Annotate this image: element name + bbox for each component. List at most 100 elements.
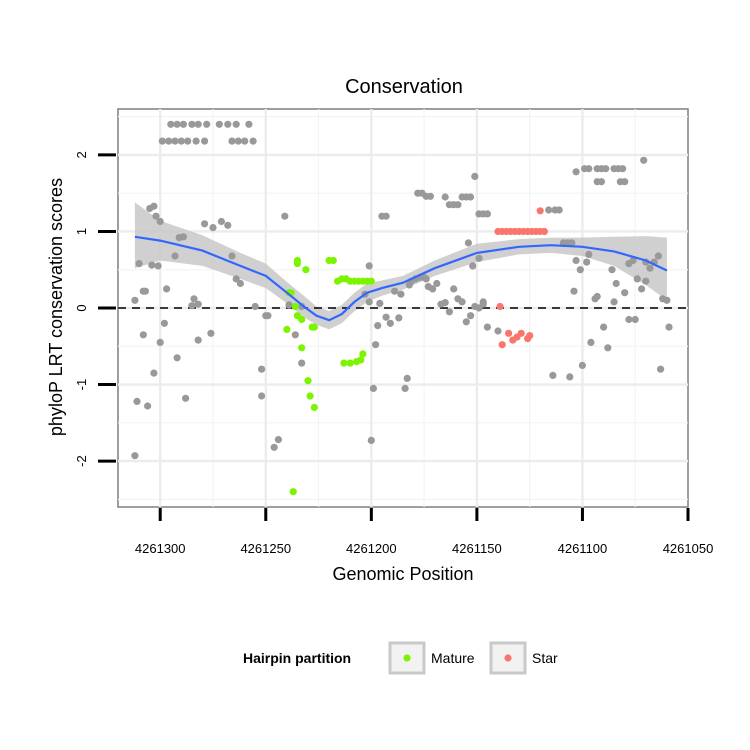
point-other [258,365,266,373]
legend-label-mature: Mature [431,650,475,666]
point-other [139,331,147,339]
smooth-line-layer [134,235,668,322]
point-other [232,275,240,283]
point-other [578,361,587,369]
point-other [173,354,181,362]
point-other [224,221,232,229]
point-other [479,300,487,308]
point-mature [367,277,375,285]
point-other [236,279,244,288]
point-other [158,137,166,145]
point-other [549,371,557,379]
point-other [397,290,405,298]
point-other [369,384,377,392]
point-other [426,192,434,200]
point-other [587,338,595,346]
point-other [234,137,242,145]
point-other [177,137,185,145]
legend-key-mature-dot [403,654,411,662]
point-other [462,318,470,326]
point-other [585,165,593,173]
point-star [536,207,544,215]
x-tick-label: 4261300 [135,541,186,556]
point-other [274,436,282,444]
point-other [228,252,236,260]
point-mature [293,256,301,265]
point-other [631,315,639,324]
point-other [382,212,390,220]
point-other [467,312,475,320]
point-other [602,165,610,173]
point-other [475,254,483,262]
point-other [365,298,373,306]
point-other [566,373,574,381]
y-tick-label: -2 [74,455,89,467]
point-mature [359,350,367,358]
point-other [249,137,257,145]
point-other [201,137,209,145]
point-other [401,384,409,392]
point-other [570,287,578,295]
point-other [141,287,149,295]
point-other [619,165,627,173]
point-mature [283,325,291,333]
legend-key-star-dot [504,654,512,662]
point-mature [310,403,318,412]
point-mature [298,315,306,324]
point-star [496,302,504,311]
point-other [395,314,403,322]
point-other [403,374,411,382]
point-other [150,369,158,377]
point-other [150,202,158,210]
point-other [665,323,673,331]
point-other [454,201,462,209]
point-other [194,336,202,344]
point-star [526,332,534,340]
point-other [382,313,390,321]
point-other [201,220,209,228]
point-other [450,285,458,293]
chart-title: Conservation [345,76,463,98]
point-other [167,120,175,128]
point-other [192,137,200,145]
point-other [429,285,437,293]
point-other [131,296,139,304]
point-other [445,308,453,316]
point-other [638,285,646,293]
point-other [135,260,143,268]
point-other [494,327,502,335]
point-other [190,295,198,303]
point-other [469,262,477,270]
point-star [498,341,506,349]
point-other [657,365,665,373]
point-other [374,322,382,330]
point-other [386,319,394,327]
point-other [545,206,553,214]
point-mature [306,392,314,400]
point-other [365,262,373,270]
point-other [441,193,449,201]
point-other [467,193,475,201]
point-star [540,227,549,236]
y-axis-title: phyloP LRT conservation scores [46,178,66,436]
smooth-line [134,235,668,322]
point-other [583,258,591,266]
point-other [148,261,156,269]
point-other [612,279,620,288]
point-mature [302,266,310,274]
y-tick-label: 0 [74,304,89,311]
point-other [625,315,633,324]
point-other [194,120,202,128]
point-other [608,266,616,274]
axes: 4261300 4261250 4261200 4261150 4261100 42610… [74,151,713,556]
point-mature [329,256,337,265]
point-star [505,329,513,337]
point-other [217,217,225,226]
point-other [203,120,211,128]
point-other [232,120,240,128]
point-other [156,338,164,346]
legend: Hairpin partition Mature Star [243,641,558,675]
x-tick-label: 4261200 [346,541,397,556]
point-other [281,212,289,220]
point-other [184,137,192,145]
